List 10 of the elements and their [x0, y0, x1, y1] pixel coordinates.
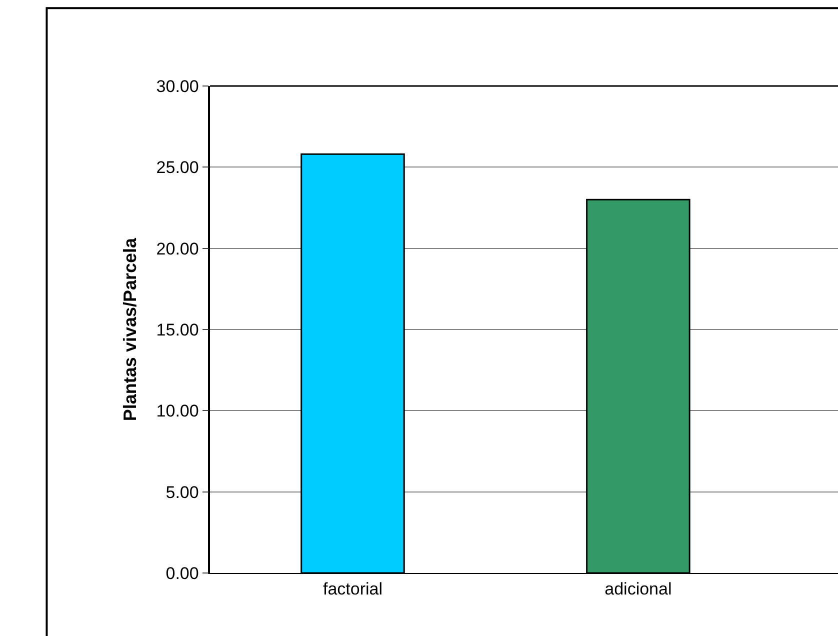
x-tick-label: factorial [322, 579, 382, 598]
y-axis-title: Plantas vivas/Parcela [120, 236, 140, 422]
y-tick-label: 30.00 [156, 76, 199, 96]
y-tick-label: 20.00 [156, 239, 199, 258]
x-tick-label: adicional [604, 579, 672, 598]
y-tick-label: 15.00 [156, 320, 199, 340]
y-tick-label: 10.00 [156, 402, 199, 421]
y-tick-label: 0.00 [166, 564, 199, 583]
y-tick-label: 5.00 [166, 482, 199, 502]
y-tick-label: 25.00 [156, 158, 199, 178]
